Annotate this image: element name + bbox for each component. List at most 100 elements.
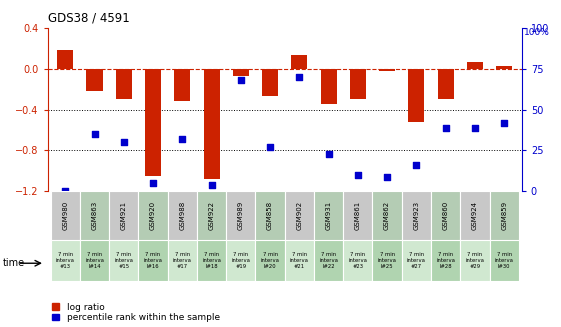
Bar [496, 66, 512, 69]
Text: GSM922: GSM922 [209, 201, 214, 230]
Bar [233, 69, 249, 76]
Legend: log ratio, percentile rank within the sample: log ratio, percentile rank within the sa… [52, 303, 220, 322]
Text: 7 min
interva
#17: 7 min interva #17 [173, 252, 192, 269]
Text: GSM860: GSM860 [443, 201, 449, 231]
Text: GSM859: GSM859 [501, 201, 507, 231]
Text: 100%: 100% [524, 28, 550, 37]
Bar [408, 69, 425, 122]
Bar [373, 240, 402, 281]
Text: 7 min
interva
#29: 7 min interva #29 [466, 252, 484, 269]
Bar [402, 191, 431, 240]
Text: 7 min
interva
#15: 7 min interva #15 [114, 252, 133, 269]
Bar [490, 240, 519, 281]
Bar [343, 191, 373, 240]
Point [61, 189, 70, 194]
Bar [285, 240, 314, 281]
Bar [50, 191, 80, 240]
Text: GSM931: GSM931 [325, 201, 332, 231]
Bar [373, 191, 402, 240]
Text: time: time [3, 258, 25, 268]
Bar [80, 191, 109, 240]
Bar [145, 69, 161, 176]
Point [500, 120, 509, 125]
Bar [116, 69, 132, 99]
Bar [86, 69, 103, 91]
Bar [168, 240, 197, 281]
Point [265, 145, 274, 150]
Bar [197, 191, 226, 240]
Bar [204, 69, 219, 179]
Text: GDS38 / 4591: GDS38 / 4591 [48, 11, 130, 25]
Text: 7 min
interva
l#30: 7 min interva l#30 [495, 252, 514, 269]
Bar [379, 69, 395, 71]
Text: 7 min
interva
l#14: 7 min interva l#14 [85, 252, 104, 269]
Bar [343, 240, 373, 281]
Bar [431, 191, 460, 240]
Bar [291, 55, 307, 69]
Text: GSM862: GSM862 [384, 201, 390, 231]
Text: 7 min
interva
l#16: 7 min interva l#16 [144, 252, 163, 269]
Point [412, 163, 421, 168]
Text: GSM988: GSM988 [180, 201, 185, 231]
Point [295, 74, 304, 79]
Bar [490, 191, 519, 240]
Point [207, 182, 216, 187]
Text: GSM924: GSM924 [472, 201, 478, 230]
Text: 7 min
interva
#23: 7 min interva #23 [348, 252, 367, 269]
Bar [402, 240, 431, 281]
Bar [174, 69, 190, 101]
Bar [460, 240, 490, 281]
Bar [80, 240, 109, 281]
Text: 7 min
interva
l#20: 7 min interva l#20 [261, 252, 279, 269]
Point [119, 140, 128, 145]
Bar [285, 191, 314, 240]
Text: GSM861: GSM861 [355, 201, 361, 231]
Bar [139, 191, 168, 240]
Bar [109, 191, 139, 240]
Text: 7 min
interva
#19: 7 min interva #19 [231, 252, 250, 269]
Text: 7 min
interva
l#25: 7 min interva l#25 [378, 252, 397, 269]
Text: GSM921: GSM921 [121, 201, 127, 231]
Bar [438, 69, 454, 99]
Text: 7 min
interva
l#18: 7 min interva l#18 [202, 252, 221, 269]
Text: 7 min
interva
l#22: 7 min interva l#22 [319, 252, 338, 269]
Text: 7 min
interva
l#28: 7 min interva l#28 [436, 252, 455, 269]
Bar [139, 240, 168, 281]
Bar [314, 191, 343, 240]
Bar [226, 240, 255, 281]
Bar [460, 191, 490, 240]
Point [471, 125, 480, 130]
Text: GSM863: GSM863 [91, 201, 98, 231]
Point [178, 136, 187, 142]
Bar [168, 191, 197, 240]
Bar [350, 69, 366, 99]
Text: 7 min
interva
#27: 7 min interva #27 [407, 252, 426, 269]
Bar [226, 191, 255, 240]
Bar [262, 69, 278, 96]
Point [236, 77, 245, 83]
Bar [109, 240, 139, 281]
Bar [197, 240, 226, 281]
Point [90, 131, 99, 137]
Bar [320, 69, 337, 104]
Text: GSM923: GSM923 [413, 201, 420, 231]
Bar [50, 240, 80, 281]
Bar [57, 50, 73, 69]
Bar [255, 240, 285, 281]
Point [383, 174, 392, 179]
Point [324, 151, 333, 156]
Text: GSM920: GSM920 [150, 201, 156, 231]
Text: 7 min
interva
#21: 7 min interva #21 [290, 252, 309, 269]
Point [149, 181, 158, 186]
Text: GSM858: GSM858 [267, 201, 273, 231]
Bar [255, 191, 285, 240]
Text: GSM980: GSM980 [62, 201, 68, 231]
Bar [431, 240, 460, 281]
Point [353, 172, 362, 178]
Bar [314, 240, 343, 281]
Text: GSM989: GSM989 [238, 201, 244, 231]
Text: GSM902: GSM902 [296, 201, 302, 231]
Text: 7 min
interva
#13: 7 min interva #13 [56, 252, 75, 269]
Point [441, 125, 450, 130]
Bar [467, 61, 483, 69]
